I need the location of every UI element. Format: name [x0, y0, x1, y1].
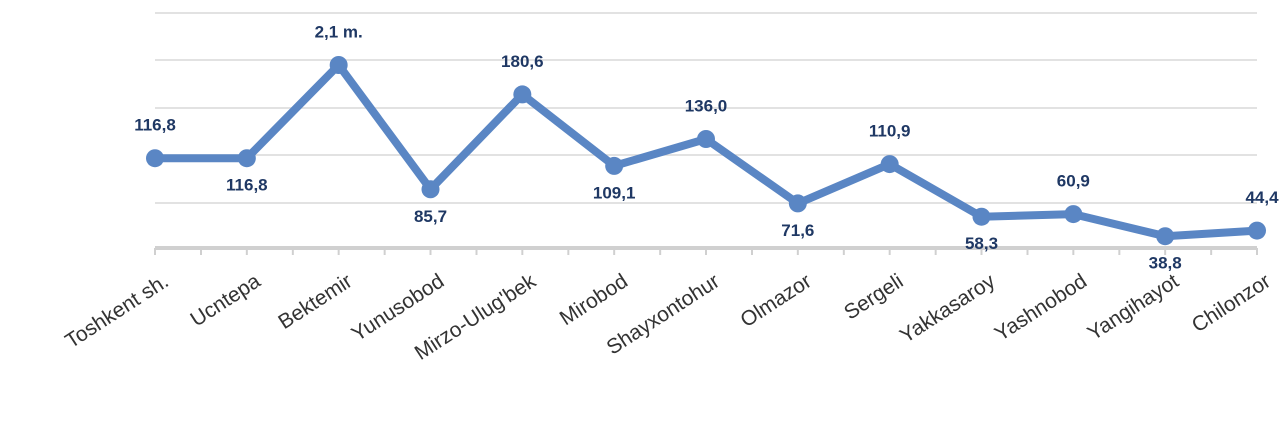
- x-tick-label: Chilonzor: [1188, 270, 1275, 338]
- value-label: 44,4: [1245, 188, 1279, 207]
- point: [788, 194, 807, 213]
- line: [155, 61, 1258, 241]
- point: [1248, 221, 1266, 240]
- point: [1156, 227, 1175, 246]
- x-tick-label: Bektemir: [274, 270, 356, 334]
- x-tick-label: Sergeli: [840, 270, 907, 325]
- value-label: 85,7: [414, 207, 447, 226]
- value-label: 109,1: [593, 183, 636, 202]
- point: [1064, 205, 1083, 224]
- value-label: 116,8: [226, 176, 268, 195]
- value-label: 136,0: [685, 96, 728, 115]
- value-label: 110,9: [869, 122, 911, 141]
- value-label: 2,1 m.: [315, 22, 363, 41]
- value-label: 180,6: [501, 52, 544, 71]
- point: [605, 156, 624, 175]
- value-label: 38,8: [1149, 254, 1182, 273]
- value-label: 116,8: [134, 116, 176, 135]
- point: [972, 207, 991, 226]
- x-tick-label: Olmazor: [736, 270, 815, 333]
- point: [697, 130, 715, 148]
- value-label: 58,3: [965, 234, 998, 253]
- x-tick-label: Toshkent sh.: [61, 270, 172, 354]
- x-tick-label: Yakkasaroy: [896, 269, 1000, 347]
- point: [421, 180, 440, 199]
- value-label: 71,6: [781, 221, 814, 240]
- point: [329, 56, 348, 74]
- point: [237, 149, 256, 168]
- x-tick-label: Yashnobod: [991, 270, 1091, 346]
- point: [146, 149, 164, 168]
- point: [513, 85, 532, 104]
- value-label: 60,9: [1057, 172, 1090, 191]
- point: [880, 155, 899, 174]
- x-tick-label: Mirobod: [556, 270, 632, 331]
- x-tick-label: Ucntepa: [186, 269, 264, 331]
- x-tick-label: Yangihayot: [1084, 269, 1183, 345]
